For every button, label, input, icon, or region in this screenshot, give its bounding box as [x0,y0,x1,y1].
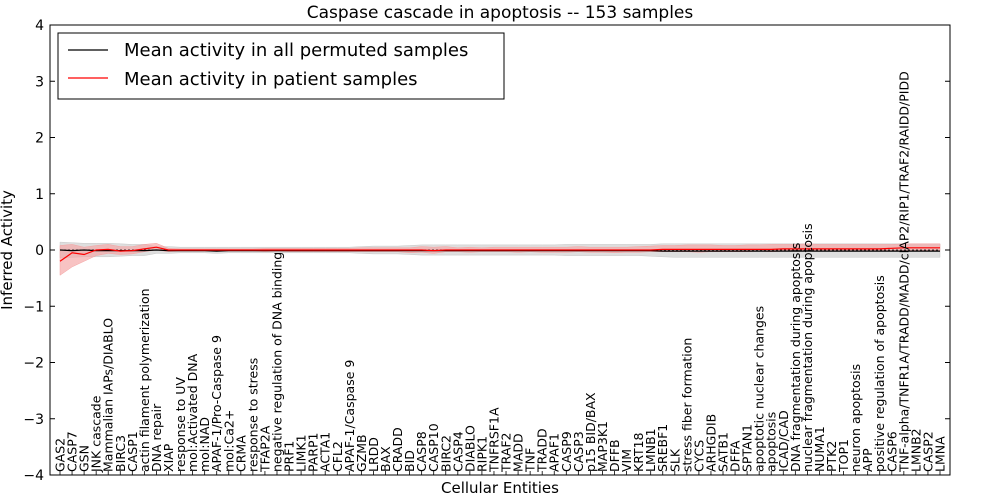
x-tick-label: nuclear fragmentation during apoptosis [800,223,815,472]
x-tick-label: PTK2 [824,441,839,472]
x-tick-label: SREBF1 [655,424,670,472]
x-tick-label: DFFB [607,439,622,472]
x-tick-label: CASP10 [426,423,441,472]
plot-area-frame [49,24,951,476]
legend-label-permuted: Mean activity in all permuted samples [124,40,468,61]
x-tick-label: BIRC3 [113,435,128,472]
x-tick-label: PRF1 [282,441,297,472]
x-tick-label: negative regulation of DNA binding [270,252,285,472]
legend-box [57,32,505,100]
x-tick-label: NUMA1 [812,426,827,472]
x-tick-label: KRT18 [631,432,646,472]
x-tick-label: BID [402,450,417,472]
x-tick-label: PARP1 [306,433,321,472]
legend-label-patient: Mean activity in patient samples [124,69,418,90]
x-tick-label: neuron apoptosis [848,364,863,472]
y-tick-label: 1 [35,187,44,203]
x-tick-label: ARHGDIB [704,414,719,472]
x-tick-label: mol:Activated DNA [185,353,200,472]
x-tick-label: apoptosis [764,412,779,472]
x-tick-label: CASP8 [414,431,429,472]
y-tick-label: −1 [23,299,44,315]
x-tick-label: CRADD [390,427,405,472]
x-tick-label: GSN [77,445,92,472]
x-tick-label: TNF [523,448,538,473]
x-tick-label: CASP4 [450,431,465,472]
chart-title: Caspase cascade in apoptosis -- 153 samp… [307,3,694,23]
x-tick-label: JNK cascade [89,395,104,473]
x-tick-label: CASP9 [559,431,574,472]
y-tick-label: −3 [23,412,44,428]
x-tick-label: response to UV [173,377,188,472]
x-tick-label: LIMK1 [294,434,309,472]
x-tick-label: mol:NAD [197,417,212,472]
x-tick-label: MADD [511,433,526,472]
x-tick-label: SPTAN1 [740,424,755,472]
x-tick-label: LRDD [366,437,381,472]
x-tick-label: CRMA [233,435,248,472]
x-tick-label: Mammalian IAPs/DIABLO [101,318,116,472]
x-tick-label: DFFA [728,440,743,472]
x-tick-label: TFAP2A [257,425,272,473]
x-tick-label: MAP3K1 [595,421,610,472]
y-axis-label: Inferred Activity [0,190,16,310]
x-tick-label: CASP6 [884,431,899,472]
x-tick-label: BIRC2 [438,435,453,472]
x-tick-label: CASP1 [125,431,140,472]
x-tick-label: DNA repair [149,403,164,472]
x-tick-label: CASP3 [571,431,586,472]
y-tick-label: 0 [35,243,44,259]
x-tick-label: LMNA [933,436,948,472]
y-axis: −4 −3 −2 −1 0 1 2 3 4 [23,18,950,484]
x-tick-label: apoptotic nuclear changes [752,306,767,472]
x-tick-label: CASP7 [65,431,80,472]
y-tick-label: 2 [35,131,44,147]
x-tick-label: TRAF2 [499,432,514,473]
x-tick-label: TNF-alpha/TNFR1A/TRADD/MADD/cIAP2/RIP1/T… [896,71,911,473]
x-tick-label: p15 BID/BAX [583,392,598,472]
patient-mean-line [59,246,940,262]
x-tick-label: stress fiber formation [679,338,694,472]
x-tick-label: XIAP [161,443,176,472]
x-tick-label: SLK [667,448,682,472]
x-tick-label: VIM [619,449,634,472]
x-tick-label: LMNB1 [643,428,658,472]
x-tick-label: GZMB [354,434,369,472]
x-tick-label: DIABLO [462,425,477,472]
y-tick-label: −4 [23,468,44,484]
x-tick-label: actin filament polymerization [137,288,152,472]
series-lines [59,246,940,262]
x-tick-label: mol:Ca2+ [221,410,236,472]
x-tick-label: CYCS [691,440,706,472]
x-tick-label: ICAD/CAD [776,410,791,472]
x-tick-label: DNA fragmentation during apoptosis [788,243,803,472]
x-tick-label: APP [860,448,875,472]
y-tick-label: 4 [35,18,44,34]
x-tick-label: CASP2 [920,431,935,472]
x-tick-label: TRADD [535,428,550,473]
x-tick-label: TOP1 [836,439,851,473]
x-tick-label: SATB1 [716,432,731,472]
x-tick-label: BAX [378,446,393,472]
x-tick-label: APAF-1/Caspase 9 [342,360,357,472]
x-tick-label: RIPK1 [474,436,489,472]
x-tick-label: APAF1 [547,433,562,472]
x-tick-label: LMNB2 [908,428,923,472]
x-tick-label: CFL2 [330,441,345,472]
x-axis-label: Cellular Entities [441,479,559,497]
x-tick-label: positive regulation of apoptosis [872,275,887,472]
x-tick-label: response to stress [245,358,260,472]
y-tick-label: −2 [23,356,44,372]
x-tick-label: ACTA1 [318,432,333,472]
x-tick-label: APAF-1/Pro-Caspase 9 [209,335,224,472]
x-tick-label: GAS2 [53,438,68,472]
x-tick-label: TNFRSF1A [487,407,502,473]
y-tick-label: 3 [35,74,44,90]
legend: Mean activity in all permuted samples Me… [57,32,505,100]
